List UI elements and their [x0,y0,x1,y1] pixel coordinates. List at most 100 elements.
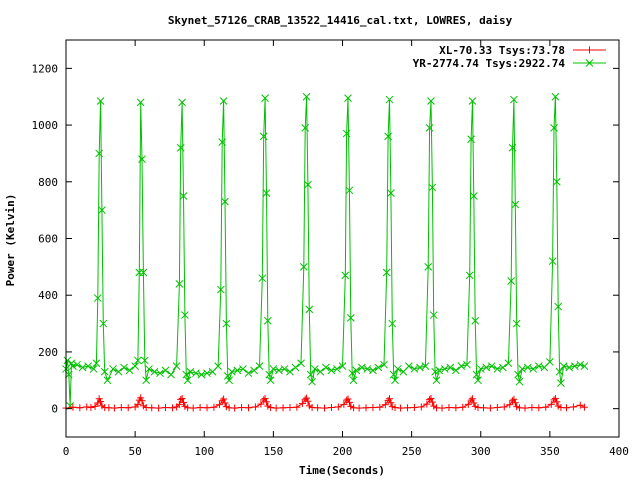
data-point [140,356,149,365]
data-point [391,376,399,385]
data-point [279,404,287,412]
data-point [73,360,81,369]
data-point [148,404,156,412]
data-point [189,404,197,412]
data-point [137,394,145,402]
data-point [512,319,521,328]
data-point [138,397,146,405]
data-point [272,404,280,412]
data-point [550,124,558,132]
legend-label: YR-2774.74 Tsys:2922.74 [413,57,566,70]
data-point [280,365,289,373]
data-point [259,132,268,141]
data-point [554,302,563,311]
data-point [244,369,253,378]
data-point [231,404,239,412]
data-point [321,404,329,412]
data-point [452,404,460,412]
data-point [178,98,186,107]
data-point [410,404,418,412]
data-point [417,403,425,411]
data-point [114,367,123,376]
data-point [391,404,399,412]
data-point [84,362,92,370]
data-point [362,404,370,412]
data-point [93,294,102,302]
data-point [258,274,267,283]
data-point [468,395,476,403]
data-point [286,404,294,412]
data-point [459,403,467,411]
y-tick-label: 200 [38,346,58,359]
data-point [569,403,577,411]
data-point [134,356,142,365]
data-point [504,359,513,368]
data-point [345,186,354,195]
x-tick-label: 300 [471,445,491,458]
data-point [220,395,228,403]
data-point [214,362,222,370]
y-tick-label: 400 [38,289,58,302]
data-point [388,319,397,328]
data-point [352,366,361,375]
y-tick-label: 800 [38,176,58,189]
axis-layer: 0 50 100 150 200 250 300 350 400 0 200 400 600 800 100… [32,40,629,458]
data-point [428,398,436,406]
data-point [303,394,311,402]
data-point [428,183,437,192]
data-point [429,311,438,319]
data-point [218,138,227,146]
data-point [304,397,312,405]
data-point [175,400,183,408]
data-point [69,362,77,370]
data-point [92,359,101,368]
data-point [469,192,478,200]
data-point [139,268,148,277]
data-point [244,404,252,412]
data-point [452,366,460,375]
data-point [552,177,561,186]
data-point [265,370,274,379]
data-point [580,362,589,370]
y-tick-label: 1000 [32,119,59,132]
data-point [393,365,402,373]
data-point [99,319,108,328]
data-point [138,155,146,163]
data-point [344,395,352,403]
data-point [535,404,543,412]
data-point [297,359,305,368]
data-point [500,403,508,411]
data-point [389,370,398,379]
data-point [83,403,91,411]
data-point [445,404,453,412]
data-point [210,403,218,411]
data-point [348,369,357,378]
data-point [345,398,353,406]
y-axis-label: Power (Kelvin) [4,194,17,287]
x-axis-label: Time(Seconds) [299,464,385,477]
data-point [182,370,191,379]
data-point [183,376,192,385]
data-point [342,129,351,138]
data-point [162,404,170,412]
data-point [463,360,471,369]
data-point [542,403,550,411]
data-point [471,316,480,325]
data-point [515,377,524,386]
data-point [380,360,388,369]
data-point [340,400,348,408]
data-point [263,316,272,325]
data-point [95,395,103,403]
x-tick-label: 50 [129,445,142,458]
data-point [369,366,377,375]
data-point [178,394,186,402]
x-tick-label: 150 [263,445,283,458]
plot-frame [65,39,620,438]
data-point [493,404,501,412]
data-point [250,366,258,375]
data-point [551,394,559,402]
data-point [334,403,342,411]
data-point [306,370,315,379]
